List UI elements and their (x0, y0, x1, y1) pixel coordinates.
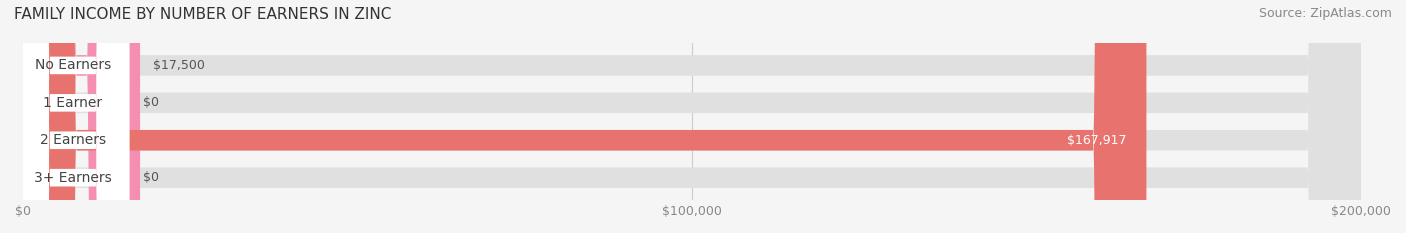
Text: $17,500: $17,500 (153, 59, 205, 72)
Text: Source: ZipAtlas.com: Source: ZipAtlas.com (1258, 7, 1392, 20)
FancyBboxPatch shape (22, 0, 1361, 233)
FancyBboxPatch shape (17, 0, 129, 233)
FancyBboxPatch shape (17, 0, 129, 233)
Text: No Earners: No Earners (35, 58, 111, 72)
FancyBboxPatch shape (22, 0, 1146, 233)
FancyBboxPatch shape (22, 0, 141, 233)
Text: $0: $0 (142, 96, 159, 109)
Text: 1 Earner: 1 Earner (44, 96, 103, 110)
Text: $0: $0 (142, 171, 159, 184)
FancyBboxPatch shape (17, 0, 129, 233)
Text: 3+ Earners: 3+ Earners (34, 171, 111, 185)
Text: FAMILY INCOME BY NUMBER OF EARNERS IN ZINC: FAMILY INCOME BY NUMBER OF EARNERS IN ZI… (14, 7, 391, 22)
Text: $167,917: $167,917 (1067, 134, 1126, 147)
FancyBboxPatch shape (22, 0, 1361, 233)
FancyBboxPatch shape (17, 0, 129, 233)
Text: 2 Earners: 2 Earners (39, 133, 105, 147)
FancyBboxPatch shape (22, 0, 1361, 233)
FancyBboxPatch shape (22, 0, 1361, 233)
